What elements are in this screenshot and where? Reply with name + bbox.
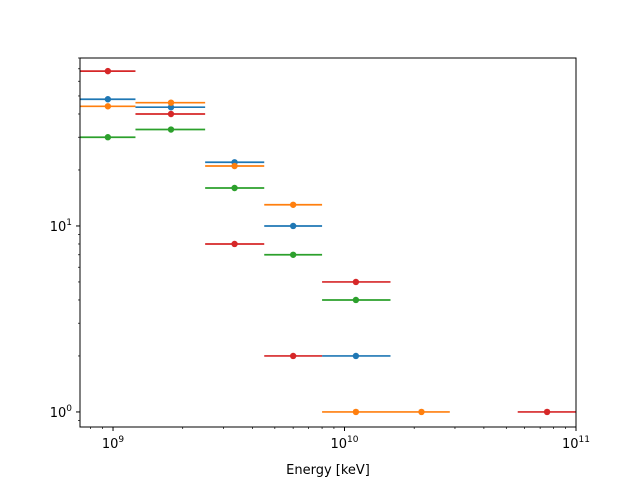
series-1 xyxy=(80,99,450,416)
data-point xyxy=(289,251,297,258)
data-point xyxy=(167,104,175,111)
x-axis-label: Energy [keV] xyxy=(286,463,370,478)
data-point xyxy=(104,103,112,110)
data-point xyxy=(167,110,175,118)
data-point xyxy=(231,162,238,170)
data-point xyxy=(543,408,551,416)
data-point xyxy=(352,352,360,360)
data-point xyxy=(418,408,425,416)
plot-frame xyxy=(79,57,577,428)
data-point xyxy=(167,126,175,133)
data-point xyxy=(167,99,175,106)
data-point xyxy=(289,222,297,230)
series-0 xyxy=(80,96,391,360)
data-point xyxy=(289,201,297,208)
data-point xyxy=(231,184,238,192)
data-point xyxy=(231,240,238,248)
data-point xyxy=(289,352,297,360)
series-3 xyxy=(80,67,576,416)
data-point xyxy=(104,96,112,103)
data-point xyxy=(104,134,112,141)
data-point xyxy=(104,67,112,75)
series-2 xyxy=(80,126,391,304)
chart-marks xyxy=(80,67,576,416)
data-point xyxy=(352,408,360,416)
data-point xyxy=(352,278,360,286)
data-point xyxy=(352,296,360,304)
